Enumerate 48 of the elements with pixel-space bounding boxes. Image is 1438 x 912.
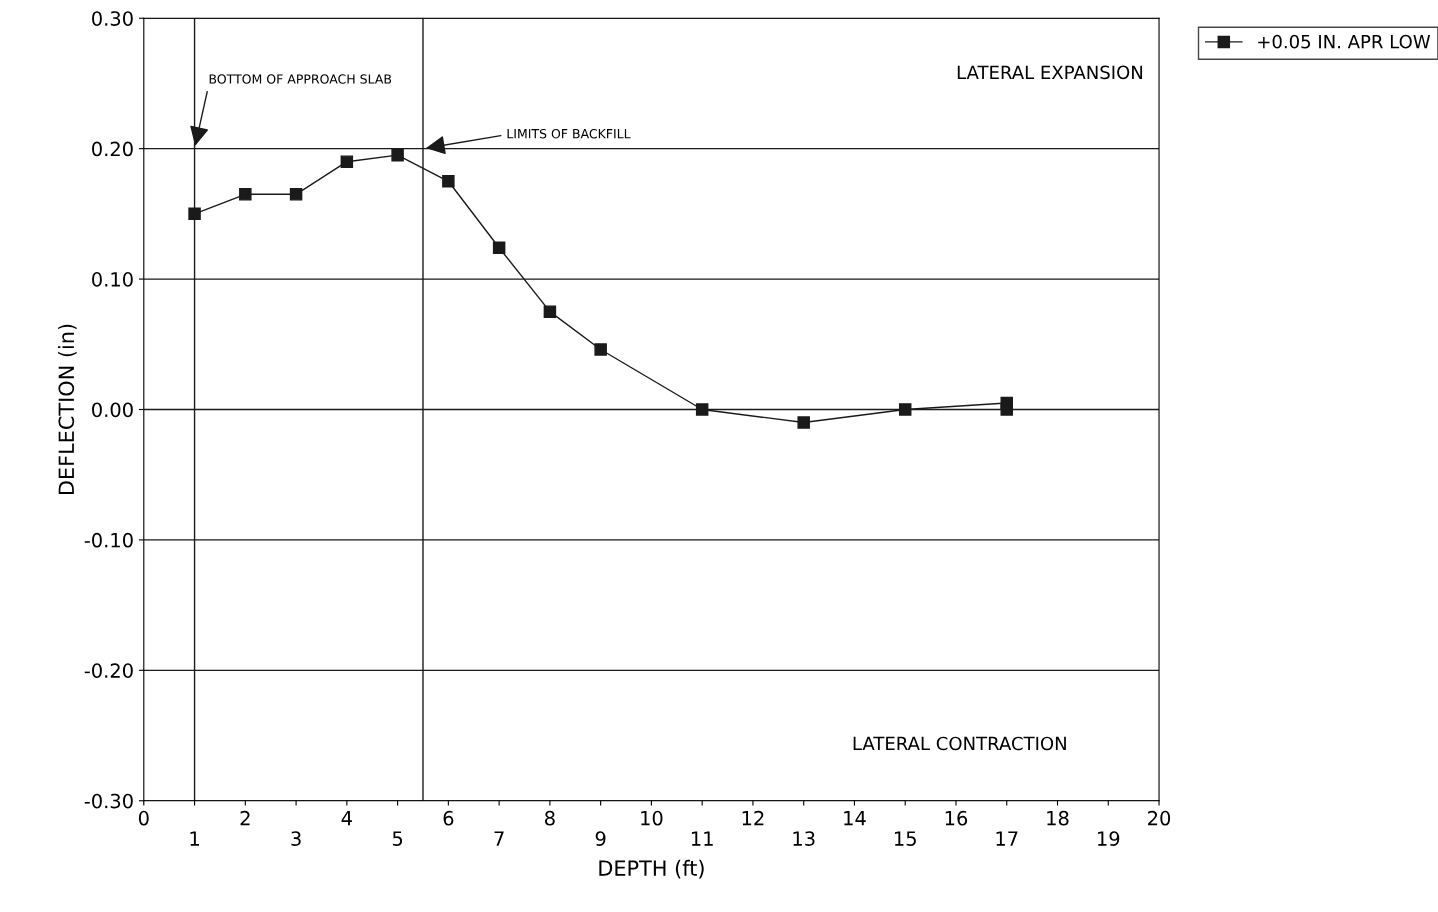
point [797, 416, 810, 429]
x2-tick-label: 1 [190, 831, 199, 846]
annotation: LATERAL CONTRACTION [853, 736, 1066, 751]
y-tick-label: -0.20 [84, 663, 133, 678]
point [188, 207, 201, 221]
x2-tick-label: 17 [996, 831, 1018, 846]
x-tick-label: 0 [138, 810, 149, 826]
x2-tick-label: 7 [494, 831, 504, 846]
annotation: LATERAL EXPANSION [957, 65, 1143, 80]
point [442, 175, 455, 188]
y-axis-title: DEFLECTION (in) [58, 324, 77, 495]
y-tick-label: 0.10 [92, 272, 133, 287]
point [543, 305, 557, 318]
x-tick-label: 2 [240, 810, 250, 826]
point [492, 241, 506, 255]
x-tick-label: 4 [341, 811, 352, 826]
point [1000, 403, 1013, 416]
annotation: BOTTOM OF APPROACH SLAB [209, 74, 392, 84]
y-tick-label: -0.30 [84, 793, 133, 809]
point [594, 343, 607, 356]
x-tick-label: 14 [844, 811, 866, 826]
y-tick-label: 0.30 [92, 11, 133, 26]
x-tick-label: 10 [641, 810, 663, 826]
y-tick-label: -0.10 [84, 532, 133, 548]
legend-label: +0.05 IN. APR LOW [1258, 34, 1431, 49]
point [898, 403, 912, 416]
point [289, 188, 303, 201]
point [340, 155, 354, 168]
x2-tick-label: 19 [1098, 831, 1120, 846]
x2-tick-label: 9 [595, 831, 606, 846]
annotation: LIMITS OF BACKFILL [507, 128, 631, 139]
y-tick-label: 0.00 [92, 402, 133, 418]
x-tick-label: 16 [945, 810, 968, 826]
point [239, 188, 252, 201]
x2-tick-label: 13 [793, 831, 815, 846]
point [695, 403, 709, 416]
x-tick-label: 12 [742, 810, 764, 826]
x2-tick-label: 15 [894, 831, 916, 846]
x-tick-label: 6 [443, 810, 454, 826]
x-tick-label: 8 [545, 810, 555, 826]
x-axis-title: DEPTH (ft) [599, 859, 704, 879]
point [391, 148, 404, 162]
y-tick-label: 0.20 [92, 141, 133, 157]
x-tick-label: 20 [1148, 810, 1171, 826]
x2-tick-label: 3 [291, 831, 301, 846]
x2-tick-label: 11 [691, 831, 713, 846]
x-tick-label: 18 [1047, 810, 1069, 826]
x2-tick-label: 5 [392, 831, 403, 846]
